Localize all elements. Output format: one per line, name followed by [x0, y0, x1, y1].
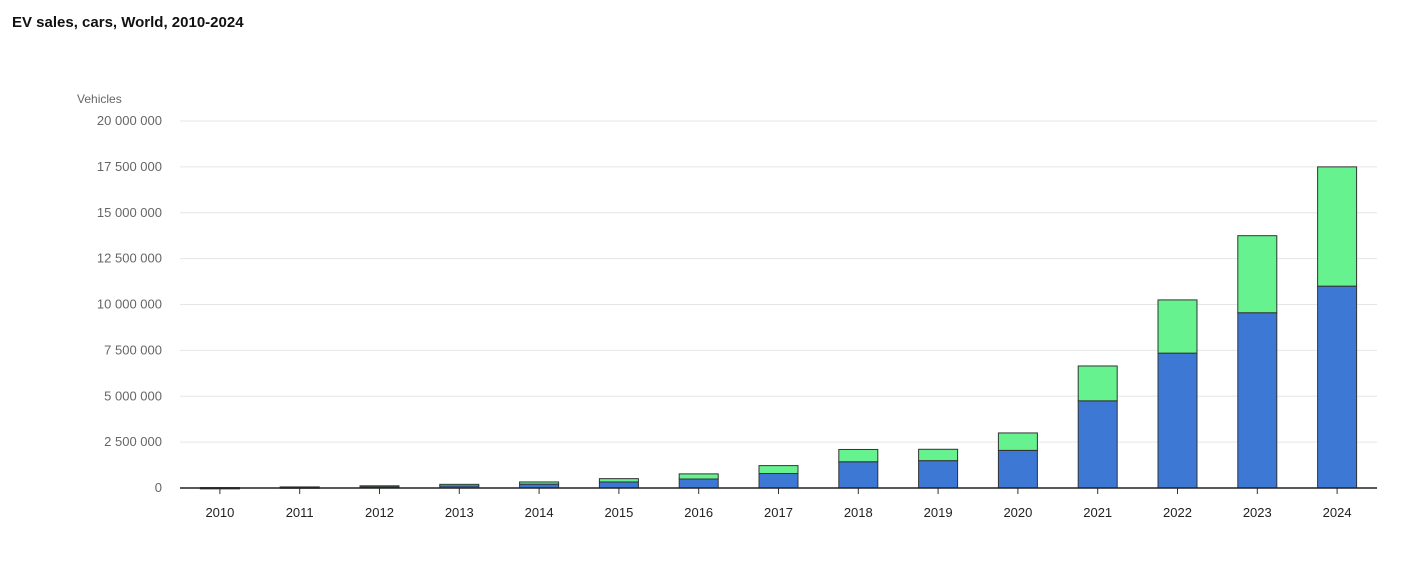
bar-segment-2019-2[interactable]: [918, 448, 959, 462]
bar-segment-2022-2[interactable]: [1157, 299, 1198, 354]
y-tick-label: 15 000 000: [97, 205, 162, 220]
x-axis: 2010 2011 2012 2013 2014 2015 2016 2017 2018 2019…: [180, 487, 1377, 520]
bars: [199, 166, 1358, 490]
bar-segment-2015-1[interactable]: [598, 481, 639, 489]
bar-segment-2018-2[interactable]: [838, 448, 879, 463]
x-tick-label: 2011: [286, 505, 314, 520]
y-axis-ticks: 0 2 500 000 5 000 000 7 500 000 10 000 000 12…: [97, 113, 162, 495]
bar-segment-2012-2[interactable]: [359, 485, 400, 488]
bar-segment-2014-2[interactable]: [519, 481, 560, 485]
x-tick-label: 2021: [1083, 505, 1112, 520]
bar-segment-2017-1[interactable]: [758, 473, 799, 489]
bar-segment-2016-2[interactable]: [678, 473, 719, 480]
bar-segment-2017-2[interactable]: [758, 465, 799, 475]
y-tick-label: 7 500 000: [104, 342, 162, 357]
x-tick-label: 2010: [205, 505, 234, 520]
x-tick-label: 2015: [604, 505, 633, 520]
chart-title: EV sales, cars, World, 2010-2024: [12, 14, 244, 31]
y-tick-label: 10 000 000: [97, 297, 162, 312]
x-tick-label: 2019: [924, 505, 953, 520]
y-axis-label: Vehicles: [77, 92, 122, 106]
bar-segment-2023-2[interactable]: [1237, 235, 1278, 314]
x-tick-label: 2023: [1243, 505, 1272, 520]
y-tick-label: 20 000 000: [97, 113, 162, 128]
bar-segment-2024-1[interactable]: [1317, 285, 1358, 489]
bar-segment-2019-1[interactable]: [918, 460, 959, 489]
x-tick-label: 2024: [1323, 505, 1352, 520]
y-tick-label: 5 000 000: [104, 388, 162, 403]
bar-segment-2021-1[interactable]: [1077, 400, 1118, 489]
x-tick-label: 2017: [764, 505, 793, 520]
bar-segment-2024-2[interactable]: [1317, 166, 1358, 287]
bar-segment-2013-2[interactable]: [439, 483, 480, 487]
bar-segment-2016-1[interactable]: [678, 478, 719, 489]
y-tick-label: 2 500 000: [104, 434, 162, 449]
bar-segment-2022-1[interactable]: [1157, 352, 1198, 489]
bar-segment-2015-2[interactable]: [598, 478, 639, 483]
x-tick-label: 2018: [844, 505, 873, 520]
x-tick-label: 2016: [684, 505, 713, 520]
x-tick-label: 2022: [1163, 505, 1192, 520]
bar-segment-2020-1[interactable]: [997, 449, 1038, 489]
bar-segment-2018-1[interactable]: [838, 461, 879, 489]
bar-segment-2021-2[interactable]: [1077, 365, 1118, 402]
y-tick-label: 12 500 000: [97, 251, 162, 266]
x-tick-label: 2012: [365, 505, 394, 520]
x-tick-label: 2020: [1003, 505, 1032, 520]
bar-segment-2023-1[interactable]: [1237, 312, 1278, 489]
y-tick-label: 0: [155, 480, 162, 495]
bar-segment-2020-2[interactable]: [997, 432, 1038, 451]
x-tick-label: 2013: [445, 505, 474, 520]
x-tick-label: 2014: [525, 505, 554, 520]
y-tick-label: 17 500 000: [97, 159, 162, 174]
